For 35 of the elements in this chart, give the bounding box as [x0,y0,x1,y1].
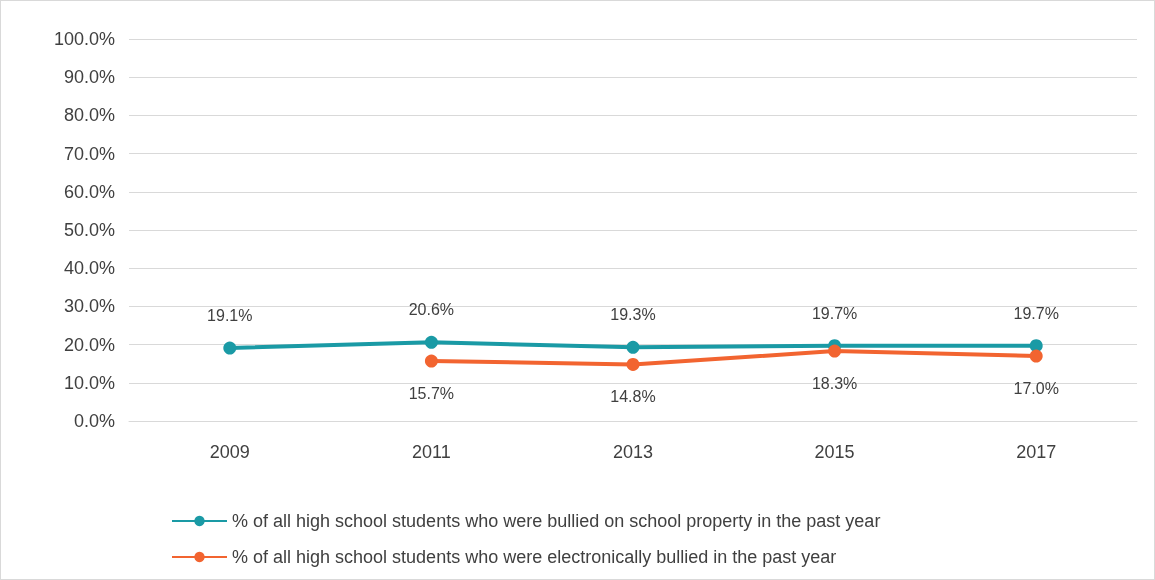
point [626,357,640,371]
y-tick-label: 60.0% [63,181,115,202]
point [424,354,438,368]
point [223,341,237,355]
data-label: 19.1% [207,307,253,325]
y-tick-label: 50.0% [63,220,115,240]
data-label: 19.7% [811,304,858,322]
data-label: 15.7% [408,385,455,403]
data-label: 19.3% [610,306,656,324]
y-tick-label: 20.0% [63,334,115,355]
x-tick-label: 2015 [814,442,855,462]
point [424,335,438,349]
x-tick-label: 2013 [612,442,654,462]
data-label: 14.8% [610,388,656,406]
data-label: 20.6% [408,301,455,319]
y-tick-label: 100.0% [53,29,115,49]
data-label: 18.3% [811,375,858,393]
point [626,340,640,354]
data-label: 17.0% [1013,380,1059,398]
data-label: 19.7% [1013,304,1059,322]
point [1029,339,1043,353]
x-tick-label: 2009 [209,442,250,462]
y-tick-label: 10.0% [63,372,115,393]
legend-label: % of all high school students who were bullied on school property in the past year [232,511,881,531]
x-tick-label: 2011 [412,442,451,462]
y-tick-label: 30.0% [63,296,115,317]
point [1029,349,1043,363]
y-tick-label: 80.0% [63,105,115,126]
y-tick-label: 40.0% [63,258,115,279]
y-tick-label: 90.0% [63,67,115,88]
y-tick-label: 0.0% [73,411,115,431]
legend-label: % of all high school students who were electronically bullied in the past year [232,547,837,567]
y-tick-label: 70.0% [63,143,115,164]
x-tick-label: 2017 [1016,442,1057,462]
point [828,344,842,358]
